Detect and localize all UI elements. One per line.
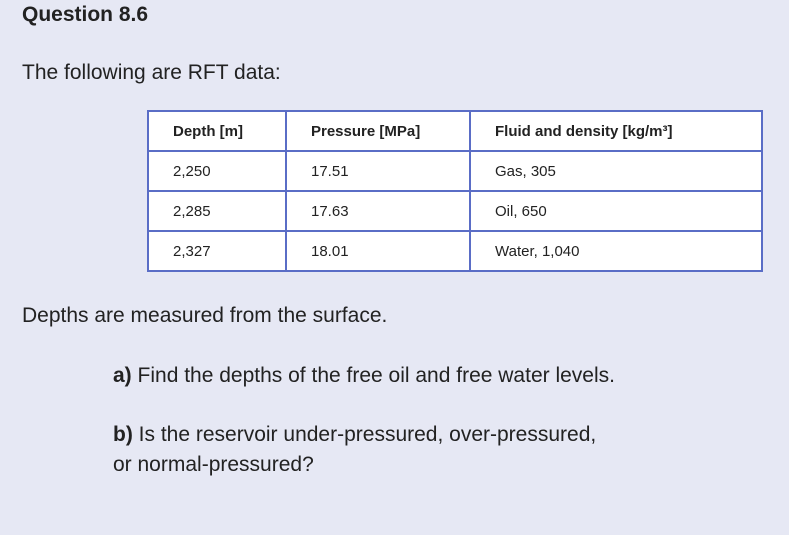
cell: 2,250 [147,150,287,192]
title: Question 8.6 [22,3,149,26]
row: 2,285 17.63 Oil, 650 [147,190,763,232]
cell: 2,285 [147,190,287,232]
question-text: Find the depths of the free oil and free… [137,364,615,387]
question: a) Find the depths of the free oil and f… [113,361,615,391]
row: 2,327 18.01 Water, 1,040 [147,230,763,272]
column-header: Depth [m] [147,110,287,152]
column-header: Fluid and density [kg/m³] [469,110,763,152]
question: b) Is the reservoir under-pressured, ove… [113,420,596,480]
cell: 18.01 [285,230,471,272]
cell: 17.51 [285,150,471,192]
row: 2,250 17.51 Gas, 305 [147,150,763,192]
cell: Water, 1,040 [469,230,763,272]
intro: The following are RFT data: [22,61,281,84]
header-row: Depth [m] Pressure [MPa] Fluid and densi… [147,110,763,152]
question-text: Is the reservoir under-pressured, over-p… [138,423,597,446]
note: Depths are measured from the surface. [22,304,388,327]
question-text: or normal-pressured? [113,453,314,476]
column-header: Pressure [MPa] [285,110,471,152]
cell: 2,327 [147,230,287,272]
rft-table: Depth [m] Pressure [MPa] Fluid and densi… [147,110,763,272]
cell: 17.63 [285,190,471,232]
question-label: b) [113,423,133,446]
cell: Gas, 305 [469,150,763,192]
cell: Oil, 650 [469,190,763,232]
question-label: a) [113,364,132,387]
